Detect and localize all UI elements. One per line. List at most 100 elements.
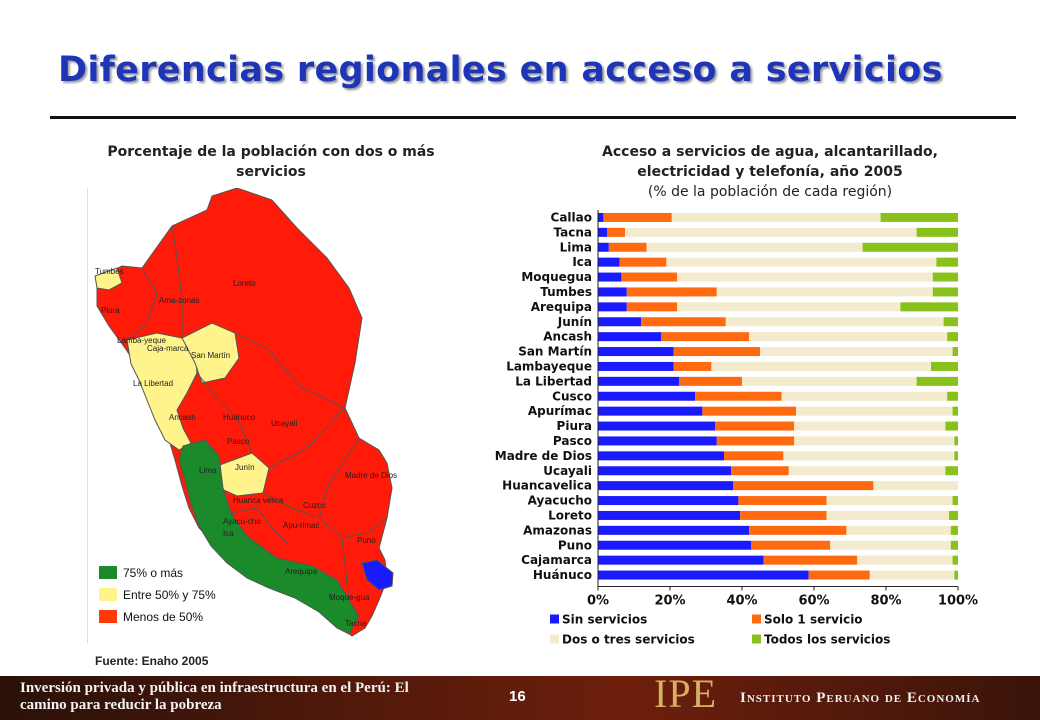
bar-segment-3: [952, 406, 958, 416]
bar-segment-1: [621, 272, 678, 282]
category-label: Junín: [557, 315, 592, 329]
bar-segment-0: [598, 287, 627, 297]
bar-segment-1: [749, 525, 847, 535]
bar-segment-1: [608, 242, 647, 252]
map-label-ancash: Ancash: [169, 413, 196, 422]
bar-segment-2: [625, 227, 917, 237]
category-label: Arequipa: [531, 300, 592, 314]
bar-segment-1: [751, 540, 831, 550]
category-label: Piura: [557, 419, 592, 433]
bar-segment-3: [931, 361, 958, 371]
bar-segment-2: [830, 540, 951, 550]
footer-bar: Inversión privada y pública en infraestr…: [0, 671, 1040, 720]
bar-segment-2: [671, 212, 881, 222]
bar-segment-2: [742, 376, 917, 386]
bar-segment-3: [952, 496, 958, 506]
x-tick-label: 0%: [587, 594, 609, 609]
map-label-cajamarca: Caja-marca: [147, 344, 189, 353]
category-label: Apurímac: [528, 404, 592, 418]
category-label: Callao: [551, 210, 592, 224]
bar-segment-0: [598, 347, 674, 357]
category-label: Puno: [558, 538, 592, 552]
bar-segment-3: [862, 242, 958, 252]
map-label-ica: Ica: [223, 529, 234, 538]
legend-swatch: [752, 614, 761, 624]
bar-segment-1: [679, 376, 742, 386]
category-label: Moquegua: [521, 270, 592, 284]
bar-segment-0: [598, 317, 642, 327]
map-label-san-martin: San Martín: [191, 351, 230, 360]
legend-swatch: [550, 614, 559, 624]
bar-segment-1: [808, 570, 870, 580]
legend-swatch: [550, 634, 559, 644]
bar-segment-0: [598, 302, 627, 312]
bar-segment-3: [947, 391, 958, 401]
bar-segment-0: [598, 496, 739, 506]
category-label: Tumbes: [540, 285, 592, 299]
bar-segment-3: [943, 317, 958, 327]
map-label-ayacucho: Ayacu-cho: [223, 517, 261, 526]
footer-text: Inversión privada y pública en infraestr…: [20, 680, 409, 713]
map-label-cuzco: Cuzco: [303, 501, 326, 510]
bar-segment-2: [646, 242, 863, 252]
bar-segment-3: [949, 510, 958, 520]
bar-segment-0: [598, 376, 679, 386]
bar-segment-2: [677, 302, 901, 312]
peru-regions-map: Tumbes Piura Ama-zonas Loreto Lamba-yequ…: [87, 188, 397, 643]
bar-segment-2: [794, 436, 955, 446]
bar-segment-2: [794, 421, 946, 431]
map-label-huancavelica: Huanca velica: [233, 496, 284, 505]
legend-label: Dos o tres servicios: [562, 633, 695, 647]
bar-segment-3: [950, 540, 958, 550]
page-title: Diferencias regionales en acceso a servi…: [58, 50, 943, 90]
bar-segment-1: [731, 466, 789, 476]
map-label-ucayali: Ucayali: [271, 419, 297, 428]
bar-segment-2: [760, 347, 953, 357]
legend-label: Sin servicios: [562, 613, 647, 627]
category-label: Amazonas: [523, 523, 592, 537]
bar-segment-3: [952, 555, 958, 565]
bar-segment-1: [607, 227, 625, 237]
bar-segment-0: [598, 212, 604, 222]
chart-subtitle: (% de la población de cada región): [647, 184, 893, 200]
bar-segment-0: [598, 272, 622, 282]
map-label-huanuco: Huánuco: [223, 413, 256, 422]
map-title: Porcentaje de la población con dos o más…: [107, 144, 435, 180]
bar-segment-3: [950, 525, 958, 535]
bar-segment-1: [673, 361, 712, 371]
bar-segment-1: [626, 287, 717, 297]
bar-segment-0: [598, 540, 751, 550]
bar-segment-0: [598, 406, 703, 416]
bar-segment-2: [857, 555, 953, 565]
x-tick-label: 40%: [726, 594, 757, 609]
bar-segment-2: [725, 317, 944, 327]
bar-segment-1: [619, 257, 667, 267]
map-legend-swatch-red: [99, 610, 117, 623]
bar-segment-1: [603, 212, 672, 222]
bar-segment-2: [873, 481, 958, 491]
title-divider: [50, 116, 1016, 119]
map-legend-swatch-green: [99, 566, 117, 579]
category-label: Ancash: [543, 330, 592, 344]
bar-segment-3: [954, 570, 958, 580]
bar-segment-3: [945, 421, 958, 431]
legend-label: Solo 1 servicio: [764, 613, 863, 627]
bar-segment-2: [796, 406, 953, 416]
bar-segment-1: [724, 451, 784, 461]
bar-segment-0: [598, 525, 750, 535]
bar-segment-3: [952, 347, 958, 357]
category-label: Huancavelica: [502, 479, 592, 493]
bar-segment-0: [598, 570, 809, 580]
bar-segment-1: [738, 496, 827, 506]
bar-segment-1: [641, 317, 726, 327]
bar-segment-1: [695, 391, 782, 401]
map-label-apurimac: Apu-rimac: [283, 521, 319, 530]
bar-segment-2: [826, 496, 953, 506]
source-note: Fuente: Enaho 2005: [95, 654, 209, 668]
bar-segment-1: [740, 510, 827, 520]
category-label: La Libertad: [515, 374, 592, 388]
bar-segment-2: [788, 466, 946, 476]
map-label-lima: Lima: [199, 466, 217, 475]
bar-segment-0: [598, 555, 764, 565]
bar-segment-0: [598, 481, 733, 491]
